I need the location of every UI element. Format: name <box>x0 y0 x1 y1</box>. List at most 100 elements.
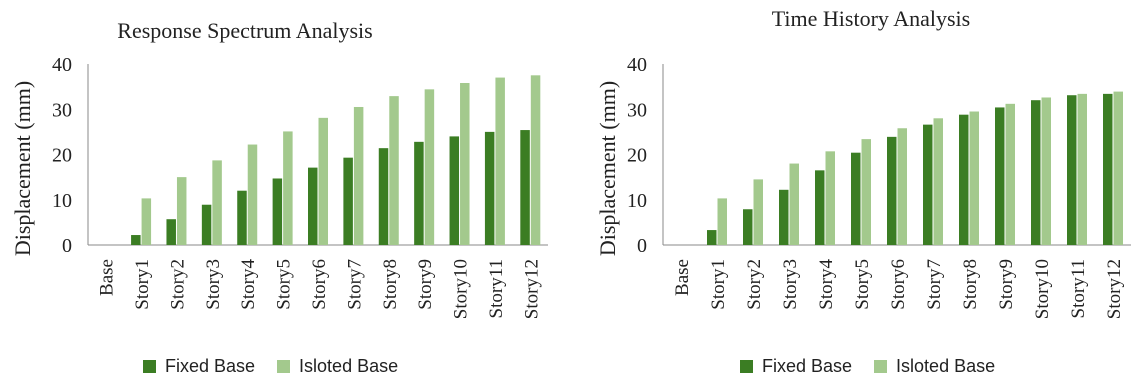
y-axis-label: Displacement (mm) <box>595 81 620 256</box>
bar-fixed-base <box>923 124 933 245</box>
bar-isolated-base <box>1005 103 1015 245</box>
chart-legend: Fixed Base Isloted Base <box>143 356 420 377</box>
x-tick-label: Base <box>672 259 693 296</box>
bar-fixed-base <box>707 230 717 245</box>
x-tick-label: Story3 <box>780 259 801 310</box>
bar-fixed-base <box>166 219 176 245</box>
chart-title: Response Spectrum Analysis <box>117 18 372 43</box>
y-tick-label: 20 <box>52 145 72 167</box>
bar-fixed-base <box>484 131 495 245</box>
legend-item-isolated-base: Isloted Base <box>874 356 995 377</box>
chart-title: Time History Analysis <box>772 6 970 31</box>
bar-isolated-base <box>789 163 799 245</box>
x-tick-label: Story12 <box>1104 259 1125 319</box>
bar-isolated-base <box>530 75 541 245</box>
x-tick-label: Story10 <box>1032 259 1053 319</box>
legend-item-fixed-base: Fixed Base <box>143 356 255 377</box>
chart-panel-time-history: Time History Analysis Displacement (mm) 0 1… <box>575 0 1137 381</box>
bar-fixed-base <box>815 170 825 245</box>
legend-label-fixed-base: Fixed Base <box>762 356 853 376</box>
bar-isolated-base <box>176 177 187 245</box>
y-axis-label: Displacement (mm) <box>10 81 35 256</box>
bar-fixed-base <box>995 107 1005 245</box>
x-tick-label: Story5 <box>274 259 295 310</box>
y-tick-label: 40 <box>52 54 72 76</box>
chart-panel-response-spectrum: Response Spectrum Analysis Displacement (… <box>0 0 560 381</box>
bar-fixed-base <box>201 204 212 245</box>
legend-swatch-isolated-base <box>874 360 888 373</box>
bar-isolated-base <box>1113 91 1123 245</box>
x-tick-label: Story2 <box>167 259 188 310</box>
legend-label-isolated-base: Isloted Base <box>896 356 996 376</box>
x-tick-label: Story3 <box>203 259 224 310</box>
y-tick-label: 10 <box>52 190 72 212</box>
bar-isolated-base <box>969 111 979 245</box>
chart-svg-response-spectrum: Response Spectrum Analysis Displacement (… <box>10 18 548 319</box>
x-tick-label: Story9 <box>415 259 436 310</box>
x-tick-label: Story8 <box>960 259 981 310</box>
bar-isolated-base <box>861 139 871 245</box>
bar-fixed-base <box>272 178 283 245</box>
bar-fixed-base <box>743 209 753 245</box>
bar-fixed-base <box>449 136 460 245</box>
legend-label-isolated-base: Isloted Base <box>299 356 399 376</box>
bar-fixed-base <box>237 190 247 245</box>
y-tick-label: 40 <box>627 54 647 76</box>
bar-fixed-base <box>1031 100 1041 245</box>
x-tick-label: Story5 <box>852 259 873 310</box>
x-tick-label: Story1 <box>708 259 729 310</box>
bar-isolated-base <box>933 118 943 245</box>
x-tick-label: Story8 <box>380 259 401 310</box>
x-tick-label: Story9 <box>996 259 1017 310</box>
bar-isolated-base <box>141 198 152 245</box>
bar-isolated-base <box>318 117 328 245</box>
legend-swatch-isolated-base <box>277 360 291 373</box>
bar-isolated-base <box>495 77 505 245</box>
bar-isolated-base <box>353 106 364 245</box>
legend-item-isolated-base: Isloted Base <box>277 356 398 377</box>
bar-isolated-base <box>753 179 763 245</box>
bar-fixed-base <box>1103 93 1113 246</box>
x-tick-label: Story4 <box>816 259 837 310</box>
bar-isolated-base <box>717 198 727 245</box>
x-tick-label: Story1 <box>132 259 153 310</box>
chart-svg-time-history: Time History Analysis Displacement (mm) 0 1… <box>595 6 1131 319</box>
x-tick-label: Story11 <box>1068 259 1089 318</box>
bar-fixed-base <box>959 114 969 246</box>
bar-fixed-base <box>1067 95 1077 245</box>
x-tick-label: Story6 <box>888 259 909 310</box>
x-tick-label: Story6 <box>309 259 330 310</box>
legend-label-fixed-base: Fixed Base <box>165 356 256 376</box>
bar-isolated-base <box>424 89 435 245</box>
bar-fixed-base <box>851 152 861 245</box>
bar-isolated-base <box>825 151 835 245</box>
bar-isolated-base <box>1077 93 1087 246</box>
x-tick-label: Story7 <box>924 259 945 310</box>
x-tick-label: Story12 <box>521 259 542 319</box>
x-tick-label: Story2 <box>744 259 765 310</box>
bar-fixed-base <box>779 189 789 245</box>
chart-legend: Fixed Base Isloted Base <box>740 356 1017 377</box>
bar-isolated-base <box>212 160 222 245</box>
bar-fixed-base <box>414 141 424 245</box>
x-tick-label: Story11 <box>486 259 507 318</box>
y-tick-label: 30 <box>52 99 72 121</box>
bar-isolated-base <box>1041 97 1051 245</box>
y-tick-label: 0 <box>637 235 647 257</box>
bar-fixed-base <box>378 148 389 245</box>
legend-item-fixed-base: Fixed Base <box>740 356 852 377</box>
bar-fixed-base <box>520 130 530 245</box>
bar-isolated-base <box>283 131 293 245</box>
y-tick-label: 30 <box>627 99 647 121</box>
y-tick-label: 20 <box>627 145 647 167</box>
y-tick-label: 0 <box>62 235 72 257</box>
x-tick-label: Story4 <box>238 259 259 310</box>
legend-swatch-fixed-base <box>740 360 753 373</box>
y-tick-label: 10 <box>627 190 647 212</box>
bar-fixed-base <box>887 136 897 245</box>
bar-isolated-base <box>389 96 399 245</box>
bar-isolated-base <box>460 83 470 245</box>
bar-isolated-base <box>897 128 907 245</box>
bar-fixed-base <box>131 235 141 245</box>
bar-fixed-base <box>308 167 318 245</box>
